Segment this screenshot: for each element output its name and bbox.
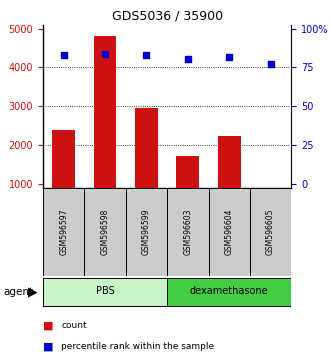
Bar	[259, 219, 282, 223]
Bar	[167, 278, 291, 307]
Text: PBS: PBS	[96, 286, 115, 296]
Text: percentile rank within the sample: percentile rank within the sample	[61, 342, 214, 352]
Text: GSM596603: GSM596603	[183, 209, 192, 255]
Bar	[84, 188, 126, 276]
Bar	[94, 36, 117, 223]
Title: GDS5036 / 35900: GDS5036 / 35900	[112, 9, 223, 22]
Point	[226, 54, 232, 59]
Text: count: count	[61, 321, 87, 330]
Text: ■: ■	[43, 342, 54, 352]
Point	[103, 51, 108, 57]
Text: GSM596605: GSM596605	[266, 209, 275, 255]
Bar	[52, 130, 75, 223]
Text: GSM596599: GSM596599	[142, 209, 151, 255]
Bar	[209, 188, 250, 276]
Point	[144, 52, 149, 58]
Text: agent: agent	[3, 287, 33, 297]
Text: GSM596597: GSM596597	[59, 209, 68, 255]
Point	[185, 56, 191, 62]
Text: ▶: ▶	[28, 286, 38, 298]
Text: GSM596604: GSM596604	[225, 209, 234, 255]
Point	[268, 62, 273, 67]
Bar	[43, 188, 84, 276]
Point	[61, 52, 66, 58]
Bar	[167, 188, 209, 276]
Text: ■: ■	[43, 321, 54, 331]
Bar	[43, 278, 167, 307]
Bar	[250, 188, 291, 276]
Text: GSM596598: GSM596598	[101, 209, 110, 255]
Bar	[218, 136, 241, 223]
Bar	[135, 108, 158, 223]
Text: dexamethasone: dexamethasone	[190, 286, 268, 296]
Bar	[126, 188, 167, 276]
Bar	[176, 156, 199, 223]
